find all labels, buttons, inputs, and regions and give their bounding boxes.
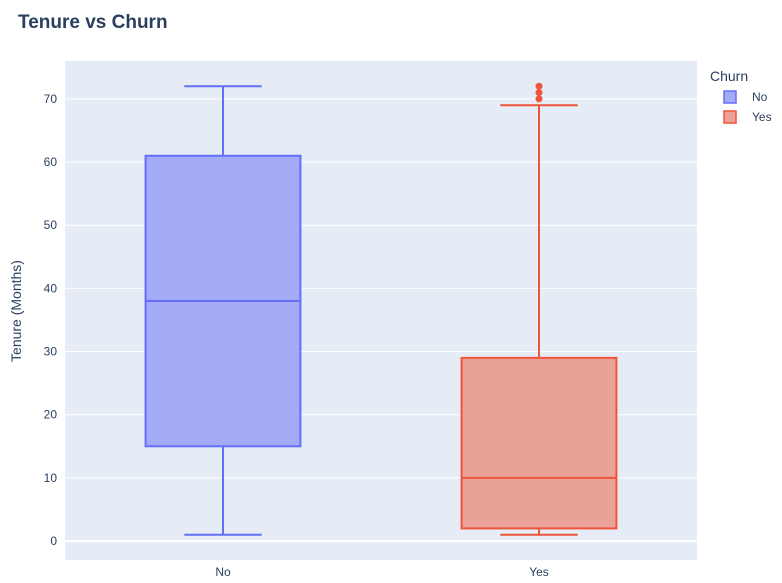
legend-label: No — [752, 90, 768, 104]
y-tick-label: 50 — [44, 218, 58, 232]
legend-item-no[interactable]: No — [723, 90, 768, 104]
legend-item-yes[interactable]: Yes — [723, 110, 772, 124]
legend-title: Churn — [710, 68, 748, 84]
outlier-point — [535, 89, 543, 97]
x-tick-label: Yes — [529, 565, 549, 579]
y-tick-label: 60 — [44, 155, 58, 169]
legend[interactable]: Churn No Yes — [710, 68, 772, 124]
iqr-box — [460, 356, 618, 530]
y-tick-label: 0 — [50, 534, 57, 548]
y-tick-label: 70 — [44, 92, 58, 106]
chart-title: Tenure vs Churn — [18, 12, 168, 33]
outlier-point — [535, 95, 543, 103]
legend-swatch — [723, 110, 737, 124]
outlier-point — [535, 82, 543, 90]
box-series — [144, 82, 618, 536]
box-no — [144, 85, 302, 536]
y-tick-label: 20 — [44, 408, 58, 422]
legend-swatch — [723, 90, 737, 104]
y-tick-label: 10 — [44, 471, 58, 485]
y-tick-label: 40 — [44, 281, 58, 295]
box-yes — [460, 82, 618, 536]
x-axis-ticks: No Yes — [215, 565, 548, 579]
y-axis-ticks: 0 10 20 30 40 50 60 70 — [44, 92, 58, 548]
y-axis-title: Tenure (Months) — [8, 260, 24, 362]
y-tick-label: 30 — [44, 345, 58, 359]
x-tick-label: No — [215, 565, 231, 579]
legend-label: Yes — [752, 110, 772, 124]
